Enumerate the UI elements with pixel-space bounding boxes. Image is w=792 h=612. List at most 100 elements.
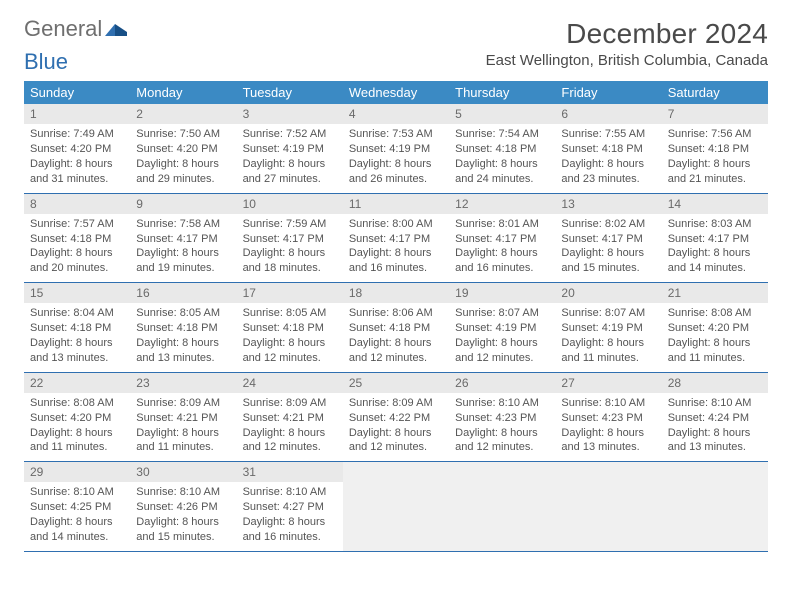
brand-mark-icon [105, 18, 127, 40]
daylight-line: and 13 minutes. [30, 351, 124, 366]
day-number: 20 [555, 283, 661, 303]
sunset-line: Sunset: 4:25 PM [30, 500, 124, 515]
sunset-line: Sunset: 4:21 PM [136, 411, 230, 426]
sunset-line: Sunset: 4:26 PM [136, 500, 230, 515]
calendar-cell: 8 Sunrise: 7:57 AMSunset: 4:18 PMDaylight… [24, 194, 130, 283]
daylight-line: Daylight: 8 hours [455, 336, 549, 351]
calendar-cell: 14Sunrise: 8:03 AMSunset: 4:17 PMDayligh… [662, 194, 768, 283]
sunrise-line: Sunrise: 7:58 AM [136, 217, 230, 232]
daylight-line: Daylight: 8 hours [30, 246, 124, 261]
day-number: 8 [24, 194, 130, 214]
calendar-cell-empty [449, 462, 555, 551]
sunset-line: Sunset: 4:18 PM [30, 232, 124, 247]
daylight-line: and 13 minutes. [561, 440, 655, 455]
calendar-week-row: 29Sunrise: 8:10 AMSunset: 4:25 PMDayligh… [24, 462, 768, 552]
calendar-cell: 23Sunrise: 8:09 AMSunset: 4:21 PMDayligh… [130, 373, 236, 462]
weekday-header: Monday [130, 81, 236, 104]
day-number: 28 [662, 373, 768, 393]
calendar-week-row: 8 Sunrise: 7:57 AMSunset: 4:18 PMDaylight… [24, 194, 768, 284]
calendar-cell: 3Sunrise: 7:52 AMSunset: 4:19 PMDaylight… [237, 104, 343, 193]
sunset-line: Sunset: 4:20 PM [30, 411, 124, 426]
calendar-cell: 1Sunrise: 7:49 AMSunset: 4:20 PMDaylight… [24, 104, 130, 193]
day-number: 23 [130, 373, 236, 393]
daylight-line: and 15 minutes. [561, 261, 655, 276]
day-number: 29 [24, 462, 130, 482]
calendar-cell: 17Sunrise: 8:05 AMSunset: 4:18 PMDayligh… [237, 283, 343, 372]
sunrise-line: Sunrise: 8:01 AM [455, 217, 549, 232]
brand-word-1: General [24, 18, 102, 40]
daylight-line: and 12 minutes. [243, 440, 337, 455]
daylight-line: Daylight: 8 hours [30, 157, 124, 172]
daylight-line: Daylight: 8 hours [243, 515, 337, 530]
daylight-line: and 11 minutes. [30, 440, 124, 455]
daylight-line: and 11 minutes. [561, 351, 655, 366]
sunrise-line: Sunrise: 8:10 AM [668, 396, 762, 411]
weekday-header: Sunday [24, 81, 130, 104]
daylight-line: Daylight: 8 hours [30, 336, 124, 351]
day-number: 7 [662, 104, 768, 124]
daylight-line: and 12 minutes. [243, 351, 337, 366]
sunrise-line: Sunrise: 8:05 AM [136, 306, 230, 321]
sunrise-line: Sunrise: 8:10 AM [455, 396, 549, 411]
daylight-line: and 12 minutes. [349, 440, 443, 455]
calendar-cell: 25Sunrise: 8:09 AMSunset: 4:22 PMDayligh… [343, 373, 449, 462]
daylight-line: Daylight: 8 hours [561, 336, 655, 351]
daylight-line: and 27 minutes. [243, 172, 337, 187]
sunrise-line: Sunrise: 8:00 AM [349, 217, 443, 232]
daylight-line: Daylight: 8 hours [30, 515, 124, 530]
day-number: 31 [237, 462, 343, 482]
sunrise-line: Sunrise: 8:08 AM [668, 306, 762, 321]
calendar-cell: 9Sunrise: 7:58 AMSunset: 4:17 PMDaylight… [130, 194, 236, 283]
sunset-line: Sunset: 4:17 PM [243, 232, 337, 247]
sunrise-line: Sunrise: 7:54 AM [455, 127, 549, 142]
daylight-line: Daylight: 8 hours [136, 426, 230, 441]
calendar-cell: 4Sunrise: 7:53 AMSunset: 4:19 PMDaylight… [343, 104, 449, 193]
daylight-line: Daylight: 8 hours [561, 426, 655, 441]
daylight-line: and 18 minutes. [243, 261, 337, 276]
sunrise-line: Sunrise: 8:02 AM [561, 217, 655, 232]
sunset-line: Sunset: 4:17 PM [561, 232, 655, 247]
daylight-line: and 13 minutes. [668, 440, 762, 455]
sunset-line: Sunset: 4:18 PM [349, 321, 443, 336]
sunset-line: Sunset: 4:23 PM [455, 411, 549, 426]
day-number: 25 [343, 373, 449, 393]
daylight-line: Daylight: 8 hours [668, 426, 762, 441]
sunset-line: Sunset: 4:18 PM [455, 142, 549, 157]
calendar-cell: 22Sunrise: 8:08 AMSunset: 4:20 PMDayligh… [24, 373, 130, 462]
sunrise-line: Sunrise: 8:10 AM [561, 396, 655, 411]
sunrise-line: Sunrise: 8:08 AM [30, 396, 124, 411]
daylight-line: and 14 minutes. [30, 530, 124, 545]
sunrise-line: Sunrise: 8:09 AM [349, 396, 443, 411]
day-number: 24 [237, 373, 343, 393]
sunset-line: Sunset: 4:20 PM [136, 142, 230, 157]
sunset-line: Sunset: 4:17 PM [455, 232, 549, 247]
sunset-line: Sunset: 4:17 PM [349, 232, 443, 247]
sunrise-line: Sunrise: 7:59 AM [243, 217, 337, 232]
daylight-line: and 14 minutes. [668, 261, 762, 276]
calendar-cell: 30Sunrise: 8:10 AMSunset: 4:26 PMDayligh… [130, 462, 236, 551]
sunrise-line: Sunrise: 7:55 AM [561, 127, 655, 142]
daylight-line: and 13 minutes. [136, 351, 230, 366]
calendar-cell: 19Sunrise: 8:07 AMSunset: 4:19 PMDayligh… [449, 283, 555, 372]
weekday-header: Wednesday [343, 81, 449, 104]
calendar-cell: 13Sunrise: 8:02 AMSunset: 4:17 PMDayligh… [555, 194, 661, 283]
day-number: 2 [130, 104, 236, 124]
daylight-line: and 23 minutes. [561, 172, 655, 187]
daylight-line: Daylight: 8 hours [668, 157, 762, 172]
sunrise-line: Sunrise: 8:09 AM [243, 396, 337, 411]
location-subtitle: East Wellington, British Columbia, Canad… [486, 52, 768, 69]
weekday-header-row: Sunday Monday Tuesday Wednesday Thursday… [24, 81, 768, 104]
sunrise-line: Sunrise: 8:03 AM [668, 217, 762, 232]
daylight-line: Daylight: 8 hours [136, 157, 230, 172]
weekday-header: Friday [555, 81, 661, 104]
day-number: 21 [662, 283, 768, 303]
day-number: 9 [130, 194, 236, 214]
weekday-header: Saturday [662, 81, 768, 104]
day-number: 11 [343, 194, 449, 214]
sunrise-line: Sunrise: 7:52 AM [243, 127, 337, 142]
sunrise-line: Sunrise: 7:57 AM [30, 217, 124, 232]
sunset-line: Sunset: 4:21 PM [243, 411, 337, 426]
day-number: 5 [449, 104, 555, 124]
daylight-line: and 26 minutes. [349, 172, 443, 187]
sunset-line: Sunset: 4:18 PM [30, 321, 124, 336]
